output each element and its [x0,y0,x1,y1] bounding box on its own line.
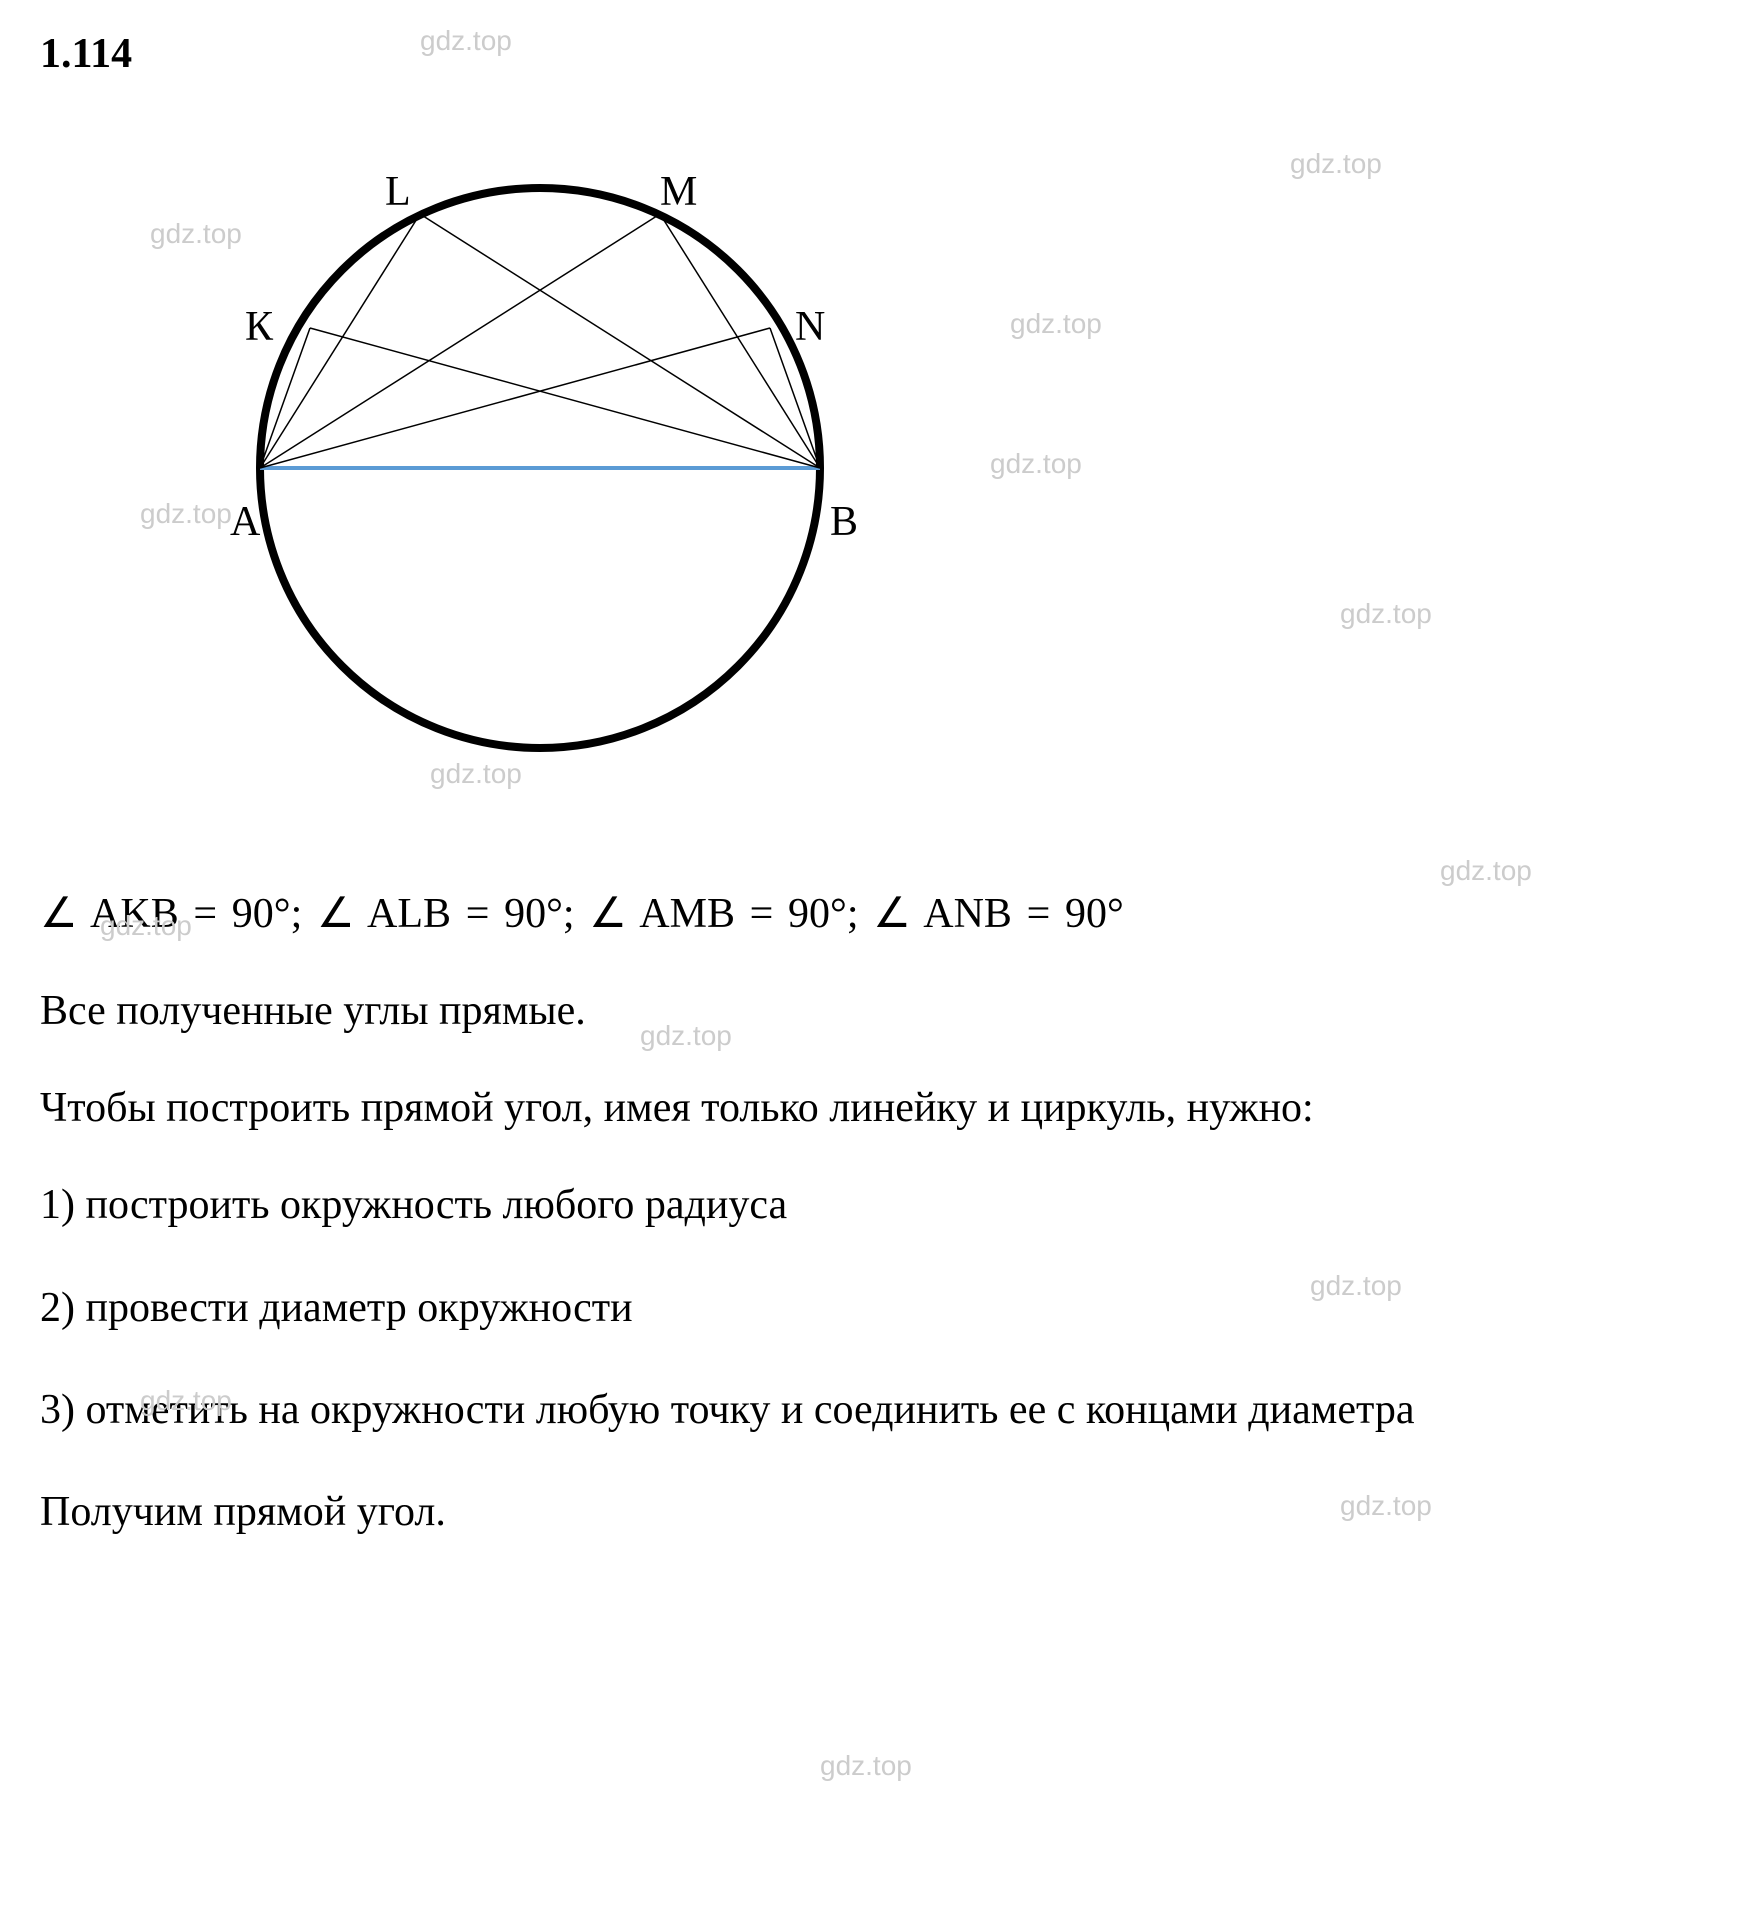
circle-figure: gdz.top gdz.top gdz.top gdz.top gdz.top … [190,118,1090,838]
watermark: gdz.top [1010,308,1102,340]
step-1: 1) построить окружность любого радиуса [40,1172,1717,1239]
chord-lines [260,214,820,468]
point-label-L: L [385,168,411,216]
angles-measurements: ∠ AKB = 90°; ∠ ALB = 90°; ∠ AMB = 90°; ∠… [40,888,1717,938]
step-3: 3) отметить на окружности любую точку и … [40,1377,1717,1444]
point-label-N: N [795,303,825,351]
page-content: gdz.top 1.114 gdz.top gdz.top gdz.top gd… [40,30,1717,1546]
final-text: Получим прямой угол. [40,1479,1717,1546]
point-label-M: M [660,168,697,216]
watermark: gdz.top [990,448,1082,480]
point-label-B: B [830,498,858,546]
watermark: gdz.top [1340,598,1432,630]
circle-diagram-svg [190,118,890,818]
watermark: gdz.top [1440,855,1532,887]
point-label-K: К [245,303,273,351]
conclusion-text: Все полученные углы прямые. [40,978,1717,1045]
point-label-A: A [230,498,260,546]
watermark: gdz.top [1290,148,1382,180]
watermark: gdz.top [820,1750,912,1782]
problem-number: 1.114 [40,30,1717,78]
step-2: 2) провести диаметр окружности [40,1275,1717,1342]
instruction-text: Чтобы построить прямой угол, имея только… [40,1075,1717,1142]
